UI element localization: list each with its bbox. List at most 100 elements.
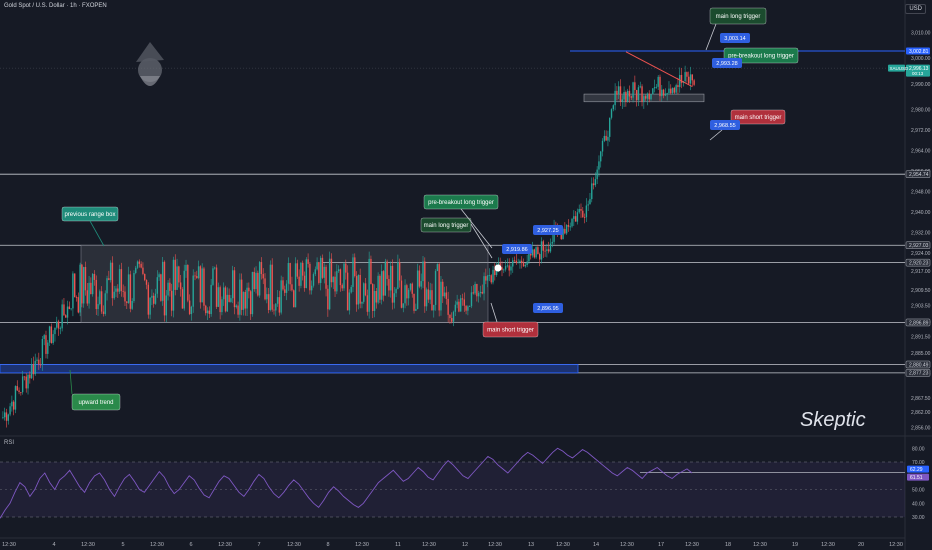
price-tick-label: 2,924.00 [911, 251, 931, 257]
candle-body [228, 294, 230, 302]
candle-body [255, 272, 257, 290]
candle-body [298, 276, 300, 286]
candle-body [57, 321, 60, 329]
candle-body [97, 304, 99, 310]
candle-body [310, 285, 313, 291]
candle-body [106, 278, 108, 294]
candle-body [451, 318, 453, 322]
avatar-beard-icon [140, 76, 160, 86]
candle-body [153, 295, 155, 304]
candle-body [38, 359, 40, 365]
candle-body [485, 276, 487, 281]
tag-2896-box [533, 303, 563, 313]
candle-body [109, 262, 112, 281]
price-tick-label: 2,909.50 [911, 288, 931, 294]
candle-body [641, 86, 643, 102]
currency-button[interactable]: USD [905, 4, 926, 14]
candle-body [643, 96, 645, 102]
candle-body [664, 93, 667, 96]
time-tick-label: 12:30 [218, 542, 232, 548]
candle-body [240, 279, 243, 310]
time-axis: 12:30 4 12:30 5 12:30 6 12:30 7 12:30 8 12:30 11 12:… [2, 542, 903, 548]
candle-body [381, 271, 383, 300]
candle-body [589, 199, 591, 205]
price-tag-label: 2,927.03 [909, 243, 929, 249]
candle-body [652, 88, 654, 95]
candle-body [420, 281, 422, 287]
candle-body [508, 265, 510, 271]
descending-trendline [625, 51, 693, 87]
candle-body [309, 263, 311, 291]
candle-body [244, 291, 246, 309]
tag-2927-box [533, 225, 563, 235]
candle-body [203, 268, 205, 306]
symbol-tag-label: XAUUSD [890, 66, 910, 71]
candle-body [39, 364, 42, 366]
time-tick-label: 14 [593, 542, 599, 548]
candle-body [533, 249, 536, 258]
candle-body [176, 266, 178, 290]
candle-body [684, 72, 686, 82]
price-tick-label: 3,010.00 [911, 31, 931, 37]
candle-body [74, 273, 76, 298]
candle-body [630, 96, 632, 98]
candle-body [549, 243, 552, 252]
candle-body [47, 342, 49, 354]
candle-body [637, 87, 640, 101]
candle-body [133, 272, 135, 301]
candle-body [312, 274, 315, 286]
candle-body [126, 301, 128, 303]
candle-body [330, 258, 333, 283]
time-tick-label: 12:30 [287, 542, 301, 548]
candle-body [483, 276, 485, 294]
note-main-long-2-label: main long trigger [716, 14, 761, 20]
candle-body [515, 260, 518, 264]
time-tick-label: 11 [395, 542, 401, 548]
candle-body [149, 297, 151, 315]
candle-body [587, 204, 589, 206]
candle-body [72, 273, 74, 309]
candle-body [350, 286, 352, 293]
candle-body [504, 266, 507, 270]
candle-body [661, 89, 663, 97]
price-tick-label: 2,885.00 [911, 351, 931, 357]
time-tick-label: 12:30 [355, 542, 369, 548]
candle-body [346, 272, 349, 311]
candle-body [379, 275, 381, 300]
candle-body [540, 241, 543, 260]
candle-body [122, 290, 124, 292]
candle-body [328, 258, 331, 310]
candle-body [68, 306, 71, 310]
candle-body [341, 285, 343, 289]
candle-body [2, 417, 4, 419]
arrow-pre-breakout-1 [460, 208, 493, 249]
candle-body [273, 309, 275, 311]
note-main-long-2-box [709, 7, 767, 25]
time-tick-label: 12:30 [821, 542, 835, 548]
candle-body [147, 284, 150, 315]
candle-body [232, 270, 234, 299]
candle-body [12, 401, 15, 410]
price-tag [905, 258, 931, 267]
candle-body [267, 294, 270, 311]
time-tick-label: 4 [52, 542, 55, 548]
candle-body [461, 298, 464, 300]
candle-body [400, 280, 403, 308]
candle-body [526, 261, 528, 266]
candle-body [598, 161, 600, 170]
replay-marker [494, 264, 502, 272]
candle-body [201, 268, 203, 303]
candle-body [393, 293, 395, 303]
candle-body [425, 289, 428, 307]
candle-body [318, 262, 320, 283]
candle-body [657, 76, 659, 87]
candle-body [293, 290, 295, 308]
candle-body [111, 262, 114, 299]
candle-body [564, 228, 566, 234]
candle-body [610, 109, 613, 118]
arrow-upward-trend [69, 369, 73, 395]
candle-body [671, 87, 674, 94]
candle-body [456, 301, 458, 305]
candle-body [32, 364, 35, 375]
